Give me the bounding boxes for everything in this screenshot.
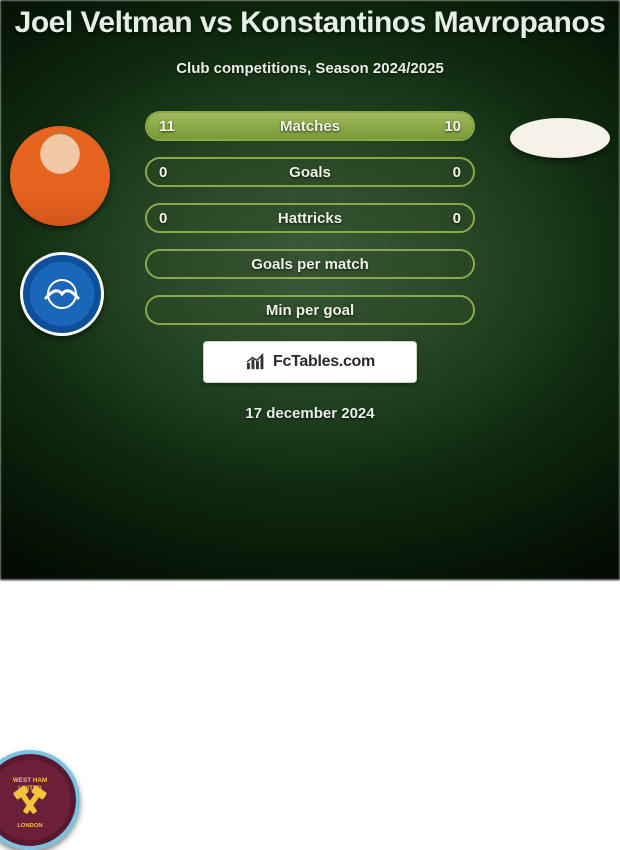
stat-row: Goals per match bbox=[145, 249, 475, 279]
subtitle: Club competitions, Season 2024/2025 bbox=[176, 60, 444, 77]
svg-text:WEST HAM: WEST HAM bbox=[13, 777, 47, 784]
page-title: Joel Veltman vs Konstantinos Mavropanos bbox=[15, 6, 606, 40]
stat-value-right: 0 bbox=[453, 205, 461, 231]
chart-icon bbox=[245, 353, 267, 371]
stat-row: 11 Matches 10 bbox=[145, 111, 475, 141]
stat-value-left: 11 bbox=[159, 113, 175, 139]
stat-value-right: 10 bbox=[444, 113, 461, 139]
hammers-icon: WEST HAM UNITED LONDON bbox=[0, 764, 66, 836]
brand-text: FcTables.com bbox=[273, 353, 375, 371]
stat-row: 0 Goals 0 bbox=[145, 157, 475, 187]
date-label: 17 december 2024 bbox=[245, 405, 374, 422]
stat-row: 0 Hattricks 0 bbox=[145, 203, 475, 233]
stat-label: Matches bbox=[280, 118, 340, 135]
stat-row: Min per goal bbox=[145, 295, 475, 325]
stat-label: Goals per match bbox=[251, 256, 369, 273]
club-right-logo: WEST HAM UNITED LONDON bbox=[0, 750, 80, 850]
stats-list: 11 Matches 10 0 Goals 0 0 Hattricks 0 Goals per m… bbox=[0, 111, 620, 325]
stat-label: Min per goal bbox=[266, 302, 354, 319]
svg-text:LONDON: LONDON bbox=[17, 823, 42, 829]
stat-label: Hattricks bbox=[278, 210, 342, 227]
content-wrapper: Joel Veltman vs Konstantinos Mavropanos … bbox=[0, 0, 620, 580]
stat-value-right: 0 bbox=[453, 159, 461, 185]
stat-value-left: 0 bbox=[159, 159, 167, 185]
brand-badge[interactable]: FcTables.com bbox=[203, 341, 417, 383]
stat-label: Goals bbox=[289, 164, 331, 181]
stat-value-left: 0 bbox=[159, 205, 167, 231]
